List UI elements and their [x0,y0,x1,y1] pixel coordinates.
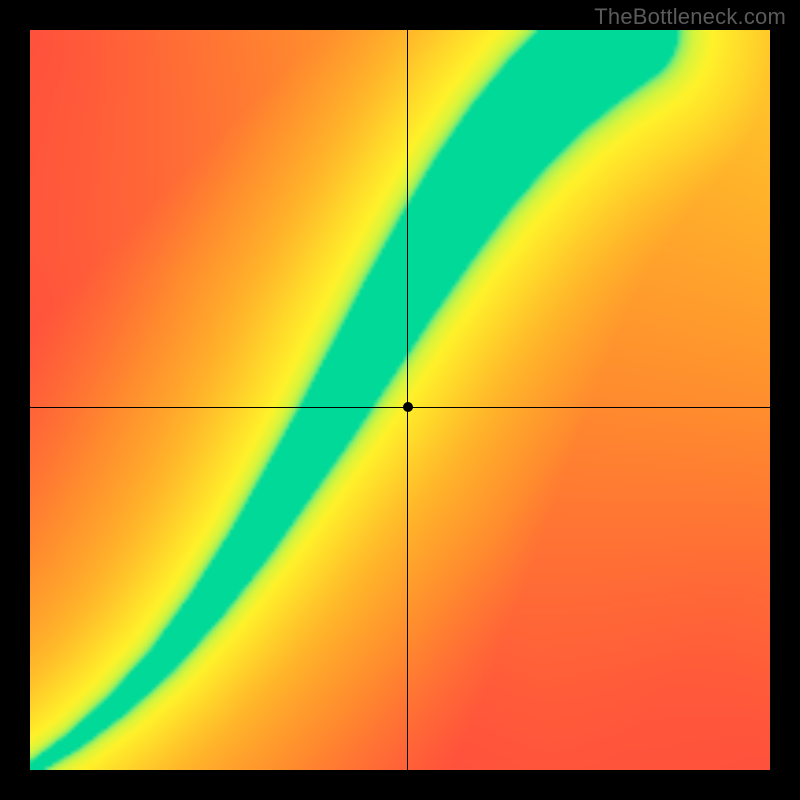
heatmap-plot [30,30,770,770]
watermark-text: TheBottleneck.com [594,4,786,30]
crosshair-horizontal [30,407,770,408]
crosshair-vertical [407,30,408,770]
heatmap-canvas [30,30,770,770]
crosshair-marker [403,402,413,412]
